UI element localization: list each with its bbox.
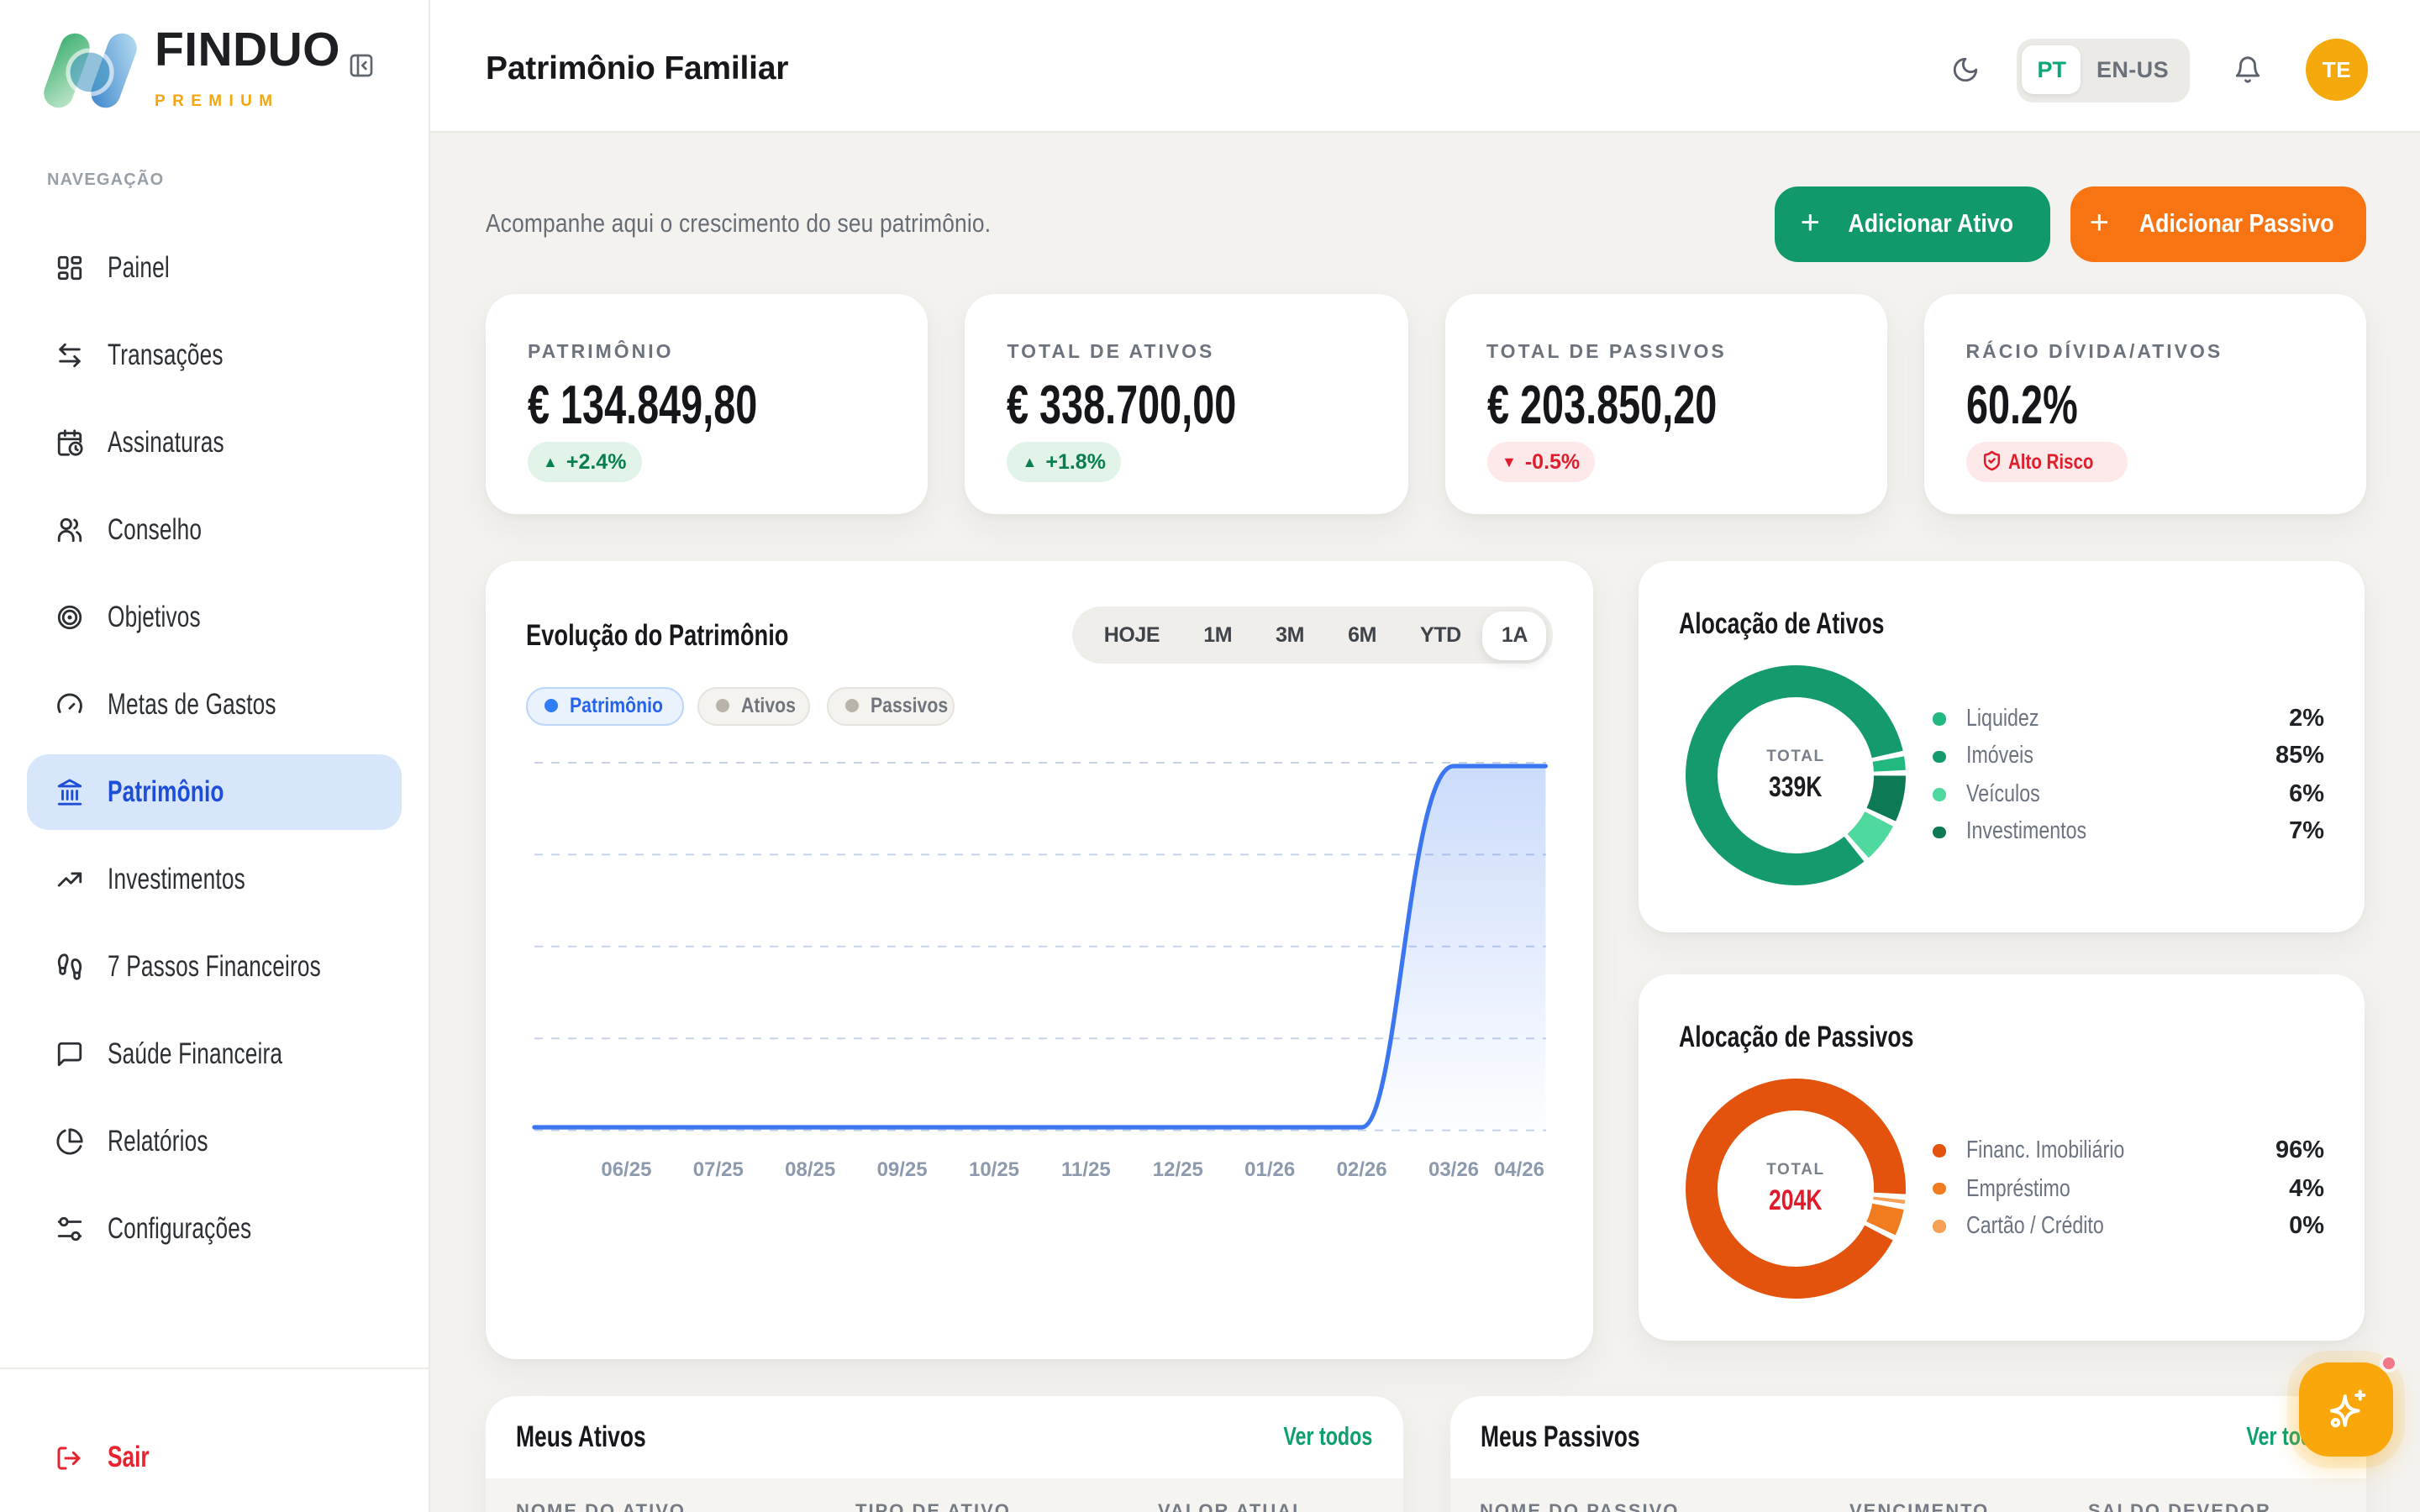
svg-text:07/25: 07/25	[693, 1158, 744, 1181]
svg-text:08/25: 08/25	[785, 1158, 835, 1181]
svg-text:04/26: 04/26	[1494, 1158, 1544, 1181]
svg-text:06/25: 06/25	[601, 1158, 651, 1181]
svg-text:10/25: 10/25	[969, 1158, 1019, 1181]
svg-text:03/26: 03/26	[1428, 1158, 1479, 1181]
svg-text:12/25: 12/25	[1153, 1158, 1203, 1181]
svg-text:09/25: 09/25	[877, 1158, 928, 1181]
svg-text:01/26: 01/26	[1244, 1158, 1295, 1181]
svg-text:11/25: 11/25	[1061, 1158, 1111, 1181]
svg-text:02/26: 02/26	[1337, 1158, 1387, 1181]
